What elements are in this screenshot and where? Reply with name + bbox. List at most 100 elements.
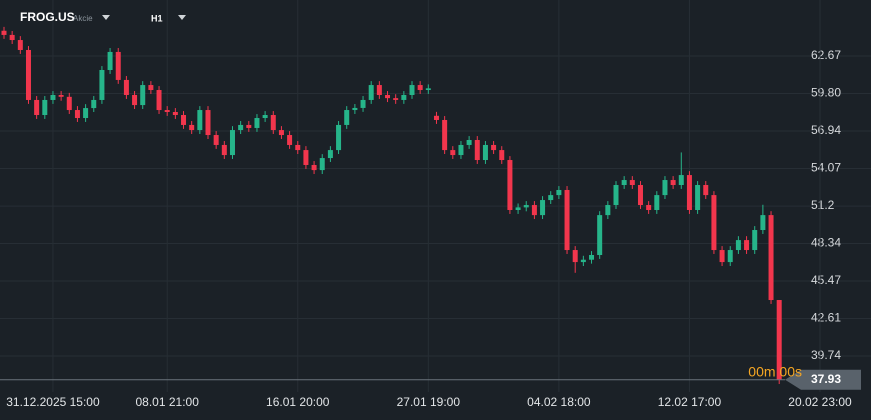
candle-body — [621, 180, 627, 186]
candle-body — [613, 185, 619, 206]
x-tick-label: 04.02 18:00 — [527, 395, 591, 409]
candle-body — [368, 85, 374, 100]
candle-body — [760, 215, 766, 231]
candle-body — [336, 124, 342, 151]
candle-body — [491, 144, 497, 151]
candle-body — [654, 195, 660, 210]
symbol[interactable]: FROG.US — [20, 10, 75, 24]
candle-body — [270, 115, 276, 131]
candle-body — [417, 85, 423, 91]
candle-body — [768, 215, 774, 301]
candle-body — [107, 51, 113, 70]
candle-body — [727, 250, 733, 263]
candle-body — [17, 40, 23, 50]
candle-body — [580, 259, 586, 263]
timeframe[interactable]: H1 — [151, 13, 163, 23]
candle-body — [34, 99, 40, 116]
instrument-type: Akcie — [73, 14, 93, 23]
candle-body — [735, 240, 741, 251]
x-tick-label: 27.01 19:00 — [397, 395, 461, 409]
candle-body — [83, 108, 89, 119]
candle-body — [605, 205, 611, 216]
candle-body — [303, 150, 309, 165]
candle-body — [686, 175, 692, 210]
countdown: 00m 00s — [748, 363, 802, 379]
candle-body — [50, 94, 56, 100]
candle-body — [238, 124, 244, 131]
candle-body — [352, 107, 358, 111]
candle-body — [450, 150, 456, 156]
candle-body — [482, 144, 488, 161]
y-tick-label: 39.74 — [811, 348, 841, 362]
candle-body — [678, 175, 684, 186]
candles — [1, 26, 782, 385]
candle-body — [719, 250, 725, 263]
x-tick-label: 20.02 23:00 — [788, 395, 852, 409]
candle-body — [409, 85, 415, 95]
candle-body — [466, 140, 472, 145]
timeframe-dropdown[interactable] — [178, 15, 186, 20]
candle-body — [58, 94, 64, 97]
x-tick-label: 12.02 17:00 — [658, 395, 722, 409]
candle-body — [311, 164, 317, 171]
candle-body — [637, 185, 643, 206]
candle-body — [74, 110, 80, 119]
candle-body — [425, 88, 431, 91]
candle-body — [132, 94, 138, 106]
overlay: 37.93 00m 00s — [0, 363, 861, 390]
x-tick-label: 31.12.2025 15:00 — [6, 395, 100, 409]
candle-body — [42, 99, 48, 116]
candle-body — [172, 112, 178, 116]
candle-body — [262, 115, 268, 119]
candle-body — [385, 94, 391, 99]
candle-body — [189, 124, 195, 131]
candle-body — [458, 144, 464, 156]
candle-body — [507, 160, 513, 210]
candle-body — [703, 185, 709, 196]
candle-body — [115, 51, 121, 80]
candle-body — [229, 130, 235, 156]
y-tick-label: 59.80 — [811, 86, 841, 100]
y-tick-label: 42.61 — [811, 311, 841, 325]
candle-body — [401, 94, 407, 100]
last-price-box — [785, 369, 861, 390]
candle-body — [99, 70, 105, 100]
candle-body — [181, 115, 187, 125]
candle-body — [548, 195, 554, 201]
candle-body — [393, 98, 399, 100]
candle-body — [91, 99, 97, 109]
candle-body — [221, 144, 227, 156]
candle-body — [148, 85, 154, 91]
candle-body — [523, 205, 529, 208]
candle-body — [442, 119, 448, 151]
y-tick-label: 48.34 — [811, 236, 841, 250]
candle-body — [376, 85, 382, 95]
x-tick-label: 08.01 21:00 — [135, 395, 199, 409]
candle-body — [499, 150, 505, 161]
candle-body — [25, 49, 31, 100]
candle-body — [278, 130, 284, 136]
candle-body — [327, 150, 333, 159]
candle-body — [213, 135, 219, 145]
candle-body — [123, 79, 129, 95]
candle-body — [344, 110, 350, 125]
candle-body — [433, 115, 439, 120]
candle-body — [589, 255, 595, 260]
candle-body — [319, 158, 325, 171]
candle-body — [531, 205, 537, 216]
candle-body — [670, 180, 676, 186]
candle-body — [164, 110, 170, 112]
candle-body — [287, 135, 293, 145]
symbol-dropdown[interactable] — [102, 15, 110, 20]
candle-body — [776, 300, 782, 380]
candle-body — [662, 180, 668, 196]
candle-body — [695, 185, 701, 210]
candle-body — [474, 140, 480, 161]
candle-body — [711, 195, 717, 251]
candle-body — [564, 189, 570, 251]
candle-body — [295, 144, 301, 151]
y-tick-label: 51.2 — [811, 198, 835, 212]
candle-body — [515, 207, 521, 210]
